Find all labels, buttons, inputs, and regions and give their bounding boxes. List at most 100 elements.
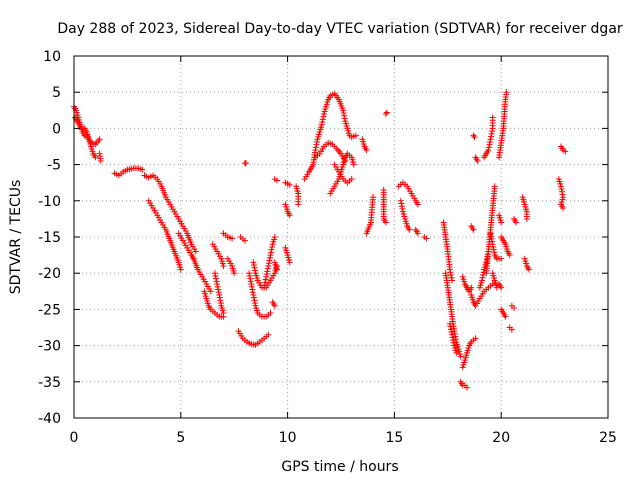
data-point bbox=[250, 259, 257, 266]
x-tick-label: 15 bbox=[385, 430, 403, 446]
data-point bbox=[264, 265, 271, 272]
data-point bbox=[216, 291, 223, 298]
data-point bbox=[220, 310, 227, 317]
data-point bbox=[450, 337, 457, 344]
data-point bbox=[217, 297, 224, 304]
y-tick-label: 5 bbox=[52, 85, 61, 101]
data-point bbox=[319, 116, 326, 123]
data-point bbox=[487, 230, 494, 237]
data-point bbox=[449, 334, 456, 341]
data-point bbox=[423, 235, 430, 242]
y-tick-label: -10 bbox=[38, 194, 61, 210]
data-point bbox=[350, 161, 357, 168]
y-tick-label: 10 bbox=[43, 49, 61, 65]
data-point bbox=[471, 134, 478, 141]
data-point bbox=[263, 273, 270, 280]
data-point bbox=[341, 112, 348, 119]
data-point bbox=[340, 110, 347, 117]
data-point bbox=[265, 331, 272, 338]
data-point bbox=[498, 284, 505, 291]
data-point bbox=[558, 186, 565, 193]
data-point bbox=[491, 183, 498, 190]
data-point bbox=[488, 133, 495, 140]
data-point bbox=[474, 157, 481, 164]
data-point bbox=[397, 197, 404, 204]
data-point bbox=[265, 260, 272, 267]
data-points bbox=[71, 89, 569, 391]
data-point bbox=[246, 270, 253, 277]
y-tick-label: -35 bbox=[38, 375, 61, 391]
data-point bbox=[489, 114, 496, 121]
data-point bbox=[247, 275, 254, 282]
y-tick-label: -20 bbox=[38, 266, 61, 282]
data-point bbox=[452, 333, 459, 340]
data-point bbox=[214, 281, 221, 288]
x-tick-label: 10 bbox=[279, 430, 297, 446]
data-point bbox=[348, 176, 355, 183]
data-point bbox=[486, 141, 493, 148]
data-point bbox=[414, 201, 421, 208]
data-point bbox=[139, 166, 146, 173]
data-point bbox=[92, 154, 99, 161]
data-point bbox=[320, 113, 327, 120]
data-point bbox=[192, 248, 199, 255]
data-point bbox=[446, 320, 453, 327]
data-point bbox=[215, 286, 222, 293]
data-point bbox=[216, 294, 223, 301]
data-point bbox=[207, 288, 214, 295]
data-point bbox=[251, 297, 258, 304]
y-tick-label: -25 bbox=[38, 302, 61, 318]
data-point bbox=[468, 284, 475, 291]
data-point bbox=[266, 254, 273, 261]
chart-title: Day 288 of 2023, Sidereal Day-to-day VTE… bbox=[57, 21, 623, 37]
data-point bbox=[506, 252, 513, 259]
data-point bbox=[261, 284, 268, 291]
data-point bbox=[211, 270, 218, 277]
data-point bbox=[487, 136, 494, 143]
data-point bbox=[268, 249, 275, 256]
data-point bbox=[267, 252, 274, 259]
data-point bbox=[177, 266, 184, 273]
y-tick-label: -40 bbox=[38, 411, 61, 427]
data-point bbox=[313, 141, 320, 148]
data-point bbox=[271, 302, 278, 309]
data-point bbox=[560, 205, 567, 212]
data-point bbox=[263, 271, 270, 278]
data-point bbox=[498, 255, 505, 262]
data-point bbox=[248, 281, 255, 288]
data-point bbox=[382, 110, 389, 117]
data-point bbox=[489, 128, 496, 135]
data-point bbox=[490, 243, 497, 250]
data-point bbox=[562, 148, 569, 155]
data-point bbox=[252, 300, 259, 307]
data-point bbox=[483, 259, 490, 266]
data-point bbox=[485, 147, 492, 154]
y-tick-label: -5 bbox=[47, 158, 61, 174]
data-point bbox=[318, 121, 325, 128]
data-point bbox=[464, 384, 471, 391]
data-point bbox=[262, 276, 269, 283]
data-point bbox=[480, 269, 487, 276]
data-point bbox=[313, 138, 320, 145]
data-point bbox=[251, 264, 258, 271]
data-point bbox=[96, 136, 103, 143]
y-tick-label: -15 bbox=[38, 230, 61, 246]
y-axis-label: SDTVAR / TECUs bbox=[8, 180, 24, 295]
x-tick-label: 25 bbox=[599, 430, 617, 446]
data-point bbox=[502, 313, 509, 320]
data-point bbox=[220, 262, 227, 269]
data-point bbox=[250, 291, 257, 298]
data-point bbox=[398, 200, 405, 207]
data-point bbox=[479, 274, 486, 281]
data-point bbox=[486, 138, 493, 145]
data-point bbox=[341, 115, 348, 122]
data-point bbox=[450, 339, 457, 346]
data-point bbox=[249, 289, 256, 296]
data-point bbox=[470, 226, 477, 233]
data-point bbox=[248, 283, 255, 290]
data-point bbox=[511, 304, 518, 311]
data-point bbox=[489, 238, 496, 245]
data-point bbox=[352, 132, 359, 139]
data-point bbox=[273, 177, 280, 184]
